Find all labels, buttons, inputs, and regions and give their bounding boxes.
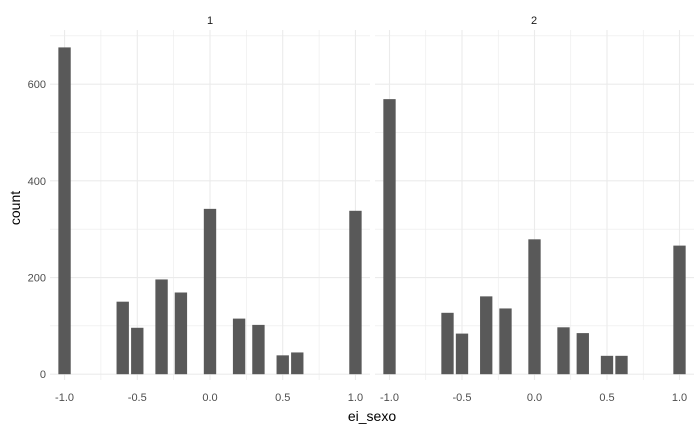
bar <box>499 308 512 375</box>
bar <box>576 333 589 375</box>
panel-2-bars <box>383 99 686 375</box>
y-tick-labels: 0 200 400 600 <box>28 79 46 381</box>
bar <box>528 239 541 375</box>
x-tick-label: 1.0 <box>348 392 363 404</box>
x-tick-label: -1.0 <box>55 392 74 404</box>
bar <box>155 279 168 375</box>
bar <box>349 210 362 375</box>
x-tick-label: 0.0 <box>527 392 542 404</box>
bar <box>673 245 686 375</box>
x-tick-label: -0.5 <box>128 392 147 404</box>
bar <box>600 355 614 375</box>
x-tick-label: -0.5 <box>453 392 472 404</box>
bar <box>557 327 570 375</box>
bar <box>174 292 188 375</box>
bar <box>441 312 454 375</box>
bar <box>480 296 493 375</box>
bar <box>203 208 217 375</box>
bar <box>232 318 246 375</box>
x-tick-label: 0.5 <box>275 392 290 404</box>
panel-1-strip-label: 1 <box>207 15 213 27</box>
panel-2-x-tick-labels: -1.0 -0.5 0.0 0.5 1.0 <box>380 392 687 404</box>
x-tick-label: -1.0 <box>380 392 399 404</box>
bar <box>252 324 265 375</box>
y-tick-label: 400 <box>28 176 46 188</box>
panel-2-strip-label: 2 <box>531 15 537 27</box>
bar <box>615 355 628 375</box>
panel-1-x-tick-labels: -1.0 -0.5 0.0 0.5 1.0 <box>55 392 363 404</box>
bar <box>291 352 304 375</box>
bar <box>58 47 71 375</box>
bar <box>455 333 469 375</box>
bar <box>131 327 144 375</box>
y-tick-label: 600 <box>28 79 46 91</box>
y-axis-title: count <box>7 191 23 225</box>
x-tick-label: 0.5 <box>599 392 614 404</box>
panel-1: 1 -1.0 -0.5 0.0 0.5 1.0 <box>50 15 370 404</box>
x-axis-title: ei_sexo <box>348 408 396 424</box>
y-tick-label: 200 <box>28 273 46 285</box>
bar <box>116 301 129 375</box>
panel-1-bars <box>58 47 362 375</box>
bar <box>276 355 289 375</box>
x-tick-label: 0.0 <box>202 392 217 404</box>
y-tick-label: 0 <box>40 369 46 381</box>
bar <box>383 99 396 375</box>
panel-2: 2 -1.0 -0.5 0.0 0.5 1.0 <box>375 15 694 404</box>
x-tick-label: 1.0 <box>672 392 687 404</box>
